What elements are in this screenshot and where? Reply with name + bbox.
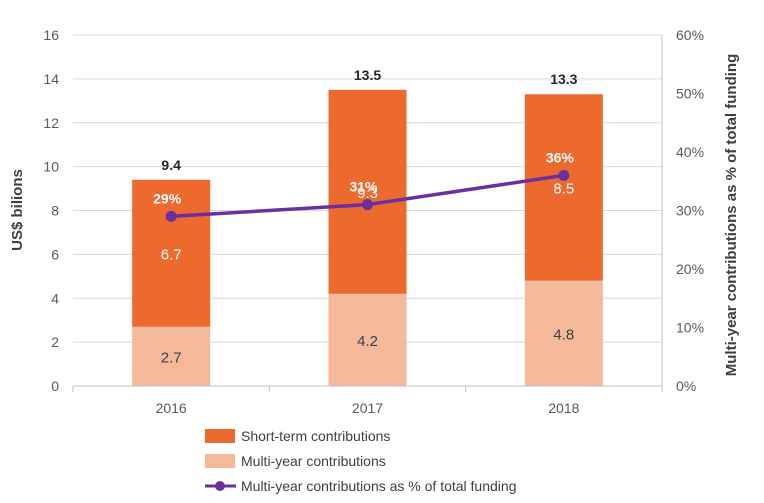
y-tick-label: 12 [43, 115, 59, 131]
legend-label-short-term: Short-term contributions [241, 428, 390, 444]
bar-short-term [132, 179, 211, 327]
percent-marker [362, 199, 373, 211]
data-labels: 2.7 6.7 9.4 4.2 9.3 13.5 4.8 8.5 13.3 29% 31% 36% [153, 67, 578, 367]
y2-tick-label: 60% [676, 27, 704, 43]
bar-short-term [328, 89, 407, 294]
bar-label-short-term: 6.7 [161, 246, 182, 263]
legend-swatch-short-term [205, 429, 235, 443]
axes: 0 2 4 6 8 10 12 14 16 0% 10% 20% 30% 40% 50% 60% 2016 201… [43, 27, 704, 416]
bar-label-multi-year: 4.2 [357, 333, 378, 350]
bar-label-short-term: 8.5 [553, 180, 574, 197]
x-tick-label: 2016 [156, 400, 187, 416]
bar-label-multi-year: 4.8 [553, 326, 574, 343]
x-tick-label: 2018 [548, 400, 579, 416]
percent-marker [558, 169, 570, 181]
bar-label-multi-year: 2.7 [161, 349, 182, 366]
y-tick-label: 16 [43, 27, 59, 43]
percent-marker [165, 210, 177, 222]
y2-tick-label: 20% [676, 261, 704, 277]
bar-total-label: 13.5 [354, 67, 381, 83]
percent-line [165, 169, 570, 222]
bar-short-term [524, 94, 603, 281]
y-axis-title: US$ bilions [9, 169, 26, 251]
percent-label: 29% [153, 190, 182, 206]
y-tick-label: 8 [51, 203, 59, 219]
y2-tick-label: 10% [676, 320, 704, 336]
y2-axis-title: Multi-year contributions as % of total f… [723, 54, 740, 377]
y2-tick-label: 50% [676, 86, 704, 102]
percent-label: 36% [546, 149, 575, 165]
y-tick-label: 4 [51, 290, 59, 306]
bar-multi-year [132, 326, 211, 386]
legend-label-multi-year: Multi-year contributions [241, 453, 386, 469]
bar-total-label: 9.4 [161, 157, 181, 173]
legend: Short-term contributions Multi-year cont… [205, 428, 516, 494]
y2-tick-label: 0% [676, 378, 696, 394]
legend-swatch-multi-year [205, 454, 235, 468]
y-tick-label: 2 [51, 334, 59, 350]
bar-total-label: 13.3 [550, 71, 577, 87]
y-tick-label: 14 [43, 71, 59, 87]
legend-marker-percent [215, 481, 225, 491]
y2-tick-label: 40% [676, 144, 704, 160]
bars [132, 89, 603, 386]
bar-multi-year [524, 280, 603, 386]
bar-multi-year [328, 293, 407, 386]
bar-label-short-term: 9.3 [357, 185, 378, 202]
y-tick-label: 10 [43, 159, 59, 175]
y-tick-label: 0 [51, 378, 59, 394]
y-tick-label: 6 [51, 246, 59, 262]
percent-label: 31% [349, 179, 378, 195]
y2-tick-label: 30% [676, 203, 704, 219]
legend-label-percent: Multi-year contributions as % of total f… [241, 478, 516, 494]
x-tick-label: 2017 [352, 400, 383, 416]
